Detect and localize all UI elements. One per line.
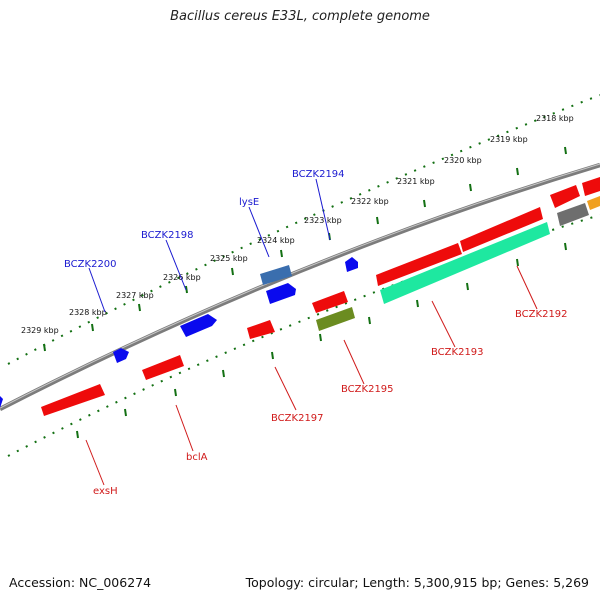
kbp-label-2328: 2328 kbp [69, 308, 107, 317]
label-lyse: lysE [239, 197, 259, 208]
gene-bczk2193-b [460, 207, 543, 252]
forward-gene-labels: BCZK2194 lysE BCZK2198 BCZK2200 [64, 169, 345, 270]
gene-bczk2200 [113, 348, 129, 363]
genome-backbone [0, 162, 600, 412]
gene-right-top [550, 185, 580, 208]
gene-bczk2192 [380, 222, 550, 304]
kbp-label-2322: 2322 kbp [351, 197, 389, 206]
gene-right-top-2 [582, 177, 600, 196]
kbp-label-2319: 2319 kbp [490, 135, 528, 144]
genome-summary-text: Topology: circular; Length: 5,300,915 bp… [245, 575, 589, 590]
gene-lyse-upper [260, 265, 292, 285]
leader-lines-forward [88, 178, 331, 313]
leader-lines-reverse [85, 265, 538, 486]
label-bczk2197: BCZK2197 [271, 413, 324, 424]
inner-major-ticks [76, 242, 567, 439]
accession-text: Accession: NC_006274 [9, 575, 152, 590]
reverse-gene-labels: BCZK2192 BCZK2193 BCZK2195 BCZK2197 bclA… [93, 309, 568, 497]
label-bczk2200: BCZK2200 [64, 259, 117, 270]
label-bczk2192: BCZK2192 [515, 309, 568, 320]
kbp-label-2321: 2321 kbp [397, 177, 435, 186]
forward-genes [0, 177, 600, 408]
gene-bczk2198 [180, 314, 217, 337]
kbp-label-2326: 2326 kbp [163, 273, 201, 282]
gene-exsh [41, 384, 105, 416]
map-title: Bacillus cereus E33L, complete genome [170, 9, 430, 24]
kbp-label-2323: 2323 kbp [304, 216, 342, 225]
gene-bczk2195-red [312, 291, 348, 313]
kbp-labels: 2318 kbp 2319 kbp 2320 kbp 2321 kbp 2322… [21, 114, 574, 335]
label-bczk2194: BCZK2194 [292, 169, 345, 180]
kbp-label-2324: 2324 kbp [257, 236, 295, 245]
gene-right-orange [587, 196, 600, 210]
gene-left-edge [0, 396, 3, 408]
kbp-label-2318: 2318 kbp [536, 114, 574, 123]
gene-lyse-lower [266, 283, 296, 304]
kbp-label-2320: 2320 kbp [444, 156, 482, 165]
gene-bczk2194 [345, 257, 358, 272]
label-bcla: bclA [186, 452, 208, 463]
outer-major-ticks [43, 146, 567, 352]
label-bczk2198: BCZK2198 [141, 230, 194, 241]
reverse-genes [41, 196, 600, 416]
label-bczk2195: BCZK2195 [341, 384, 394, 395]
gene-right-grey [557, 203, 589, 226]
gene-bczk2195 [316, 307, 355, 331]
label-exsh: exsH [93, 486, 118, 497]
kbp-label-2325: 2325 kbp [210, 254, 248, 263]
label-bczk2193: BCZK2193 [431, 347, 484, 358]
gene-bczk2193-a [376, 243, 462, 286]
gene-bcla [142, 355, 184, 380]
kbp-label-2329: 2329 kbp [21, 326, 59, 335]
kbp-label-2327: 2327 kbp [116, 291, 154, 300]
gene-bczk2197 [247, 320, 275, 339]
